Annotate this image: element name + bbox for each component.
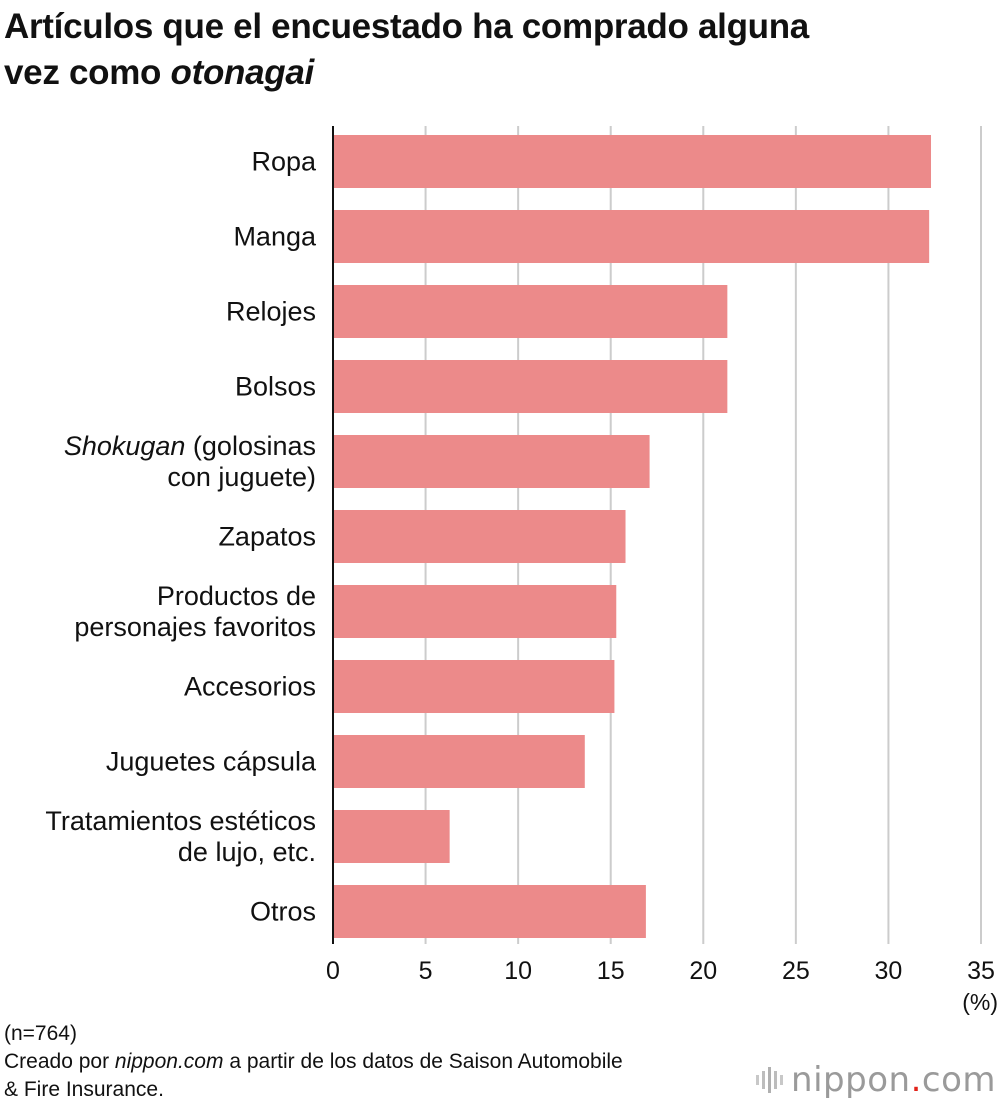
- category-label-8: Juguetes cápsula: [106, 747, 317, 777]
- brand-dot: .: [910, 1060, 922, 1100]
- x-tick-label-0: 0: [326, 957, 340, 985]
- bar-9: [333, 810, 450, 863]
- bar-1: [333, 210, 930, 263]
- chart-title-italic: otonagai: [170, 53, 315, 92]
- source-note-line2: & Fire Insurance.: [4, 1078, 164, 1101]
- source-rest: a partir de los datos de Saison Automobi…: [223, 1050, 623, 1073]
- bar-5: [333, 510, 626, 563]
- sample-size-note: (n=764): [4, 1022, 77, 1045]
- source-site: nippon.com: [114, 1050, 224, 1073]
- brand-wordmark: nippon.com: [791, 1060, 996, 1100]
- x-tick-label-20: 20: [689, 957, 717, 985]
- bar-3: [333, 360, 728, 413]
- nippon-logo: nippon.com: [755, 1060, 996, 1100]
- category-label-9: Tratamientos estéticos de lujo, etc.: [45, 806, 316, 867]
- brand-tld: com: [921, 1060, 996, 1100]
- category-label-3: Bolsos: [235, 372, 316, 402]
- chart-title: Artículos que el encuestado ha comprado …: [4, 4, 994, 96]
- x-tick-label-5: 5: [419, 957, 433, 985]
- bar-7: [333, 660, 615, 713]
- bar-10: [333, 885, 646, 938]
- x-tick-label-10: 10: [504, 957, 532, 985]
- x-unit-label: (%): [962, 989, 998, 1015]
- chart-title-line2: vez como: [4, 53, 171, 92]
- brand-name: nippon: [791, 1060, 911, 1100]
- bar-2: [333, 285, 728, 338]
- chart-footer: (n=764) Creado por nippon.com a partir d…: [4, 1020, 623, 1104]
- x-tick-label-25: 25: [782, 957, 810, 985]
- bar-6: [333, 585, 617, 638]
- x-tick-label-30: 30: [875, 957, 903, 985]
- category-label-0: Ropa: [251, 147, 317, 177]
- source-prefix: Creado por: [4, 1050, 115, 1073]
- category-label-7: Accesorios: [184, 672, 316, 702]
- bar-0: [333, 135, 932, 188]
- chart-title-line1: Artículos que el encuestado ha comprado …: [4, 7, 809, 46]
- bar-8: [333, 735, 585, 788]
- category-label-2: Relojes: [226, 297, 316, 327]
- x-tick-label-15: 15: [597, 957, 625, 985]
- category-label-4: Shokugan (golosinas con juguete): [64, 431, 316, 492]
- sound-wave-icon: [756, 1067, 784, 1093]
- category-label-5: Zapatos: [218, 522, 316, 552]
- category-label-6: Productos de personajes favoritos: [74, 581, 316, 642]
- source-note: Creado por nippon.com a partir de los da…: [4, 1048, 623, 1076]
- bar-4: [333, 435, 650, 488]
- x-tick-label-35: 35: [967, 957, 995, 985]
- category-label-1: Manga: [233, 222, 317, 252]
- category-label-10: Otros: [250, 897, 316, 927]
